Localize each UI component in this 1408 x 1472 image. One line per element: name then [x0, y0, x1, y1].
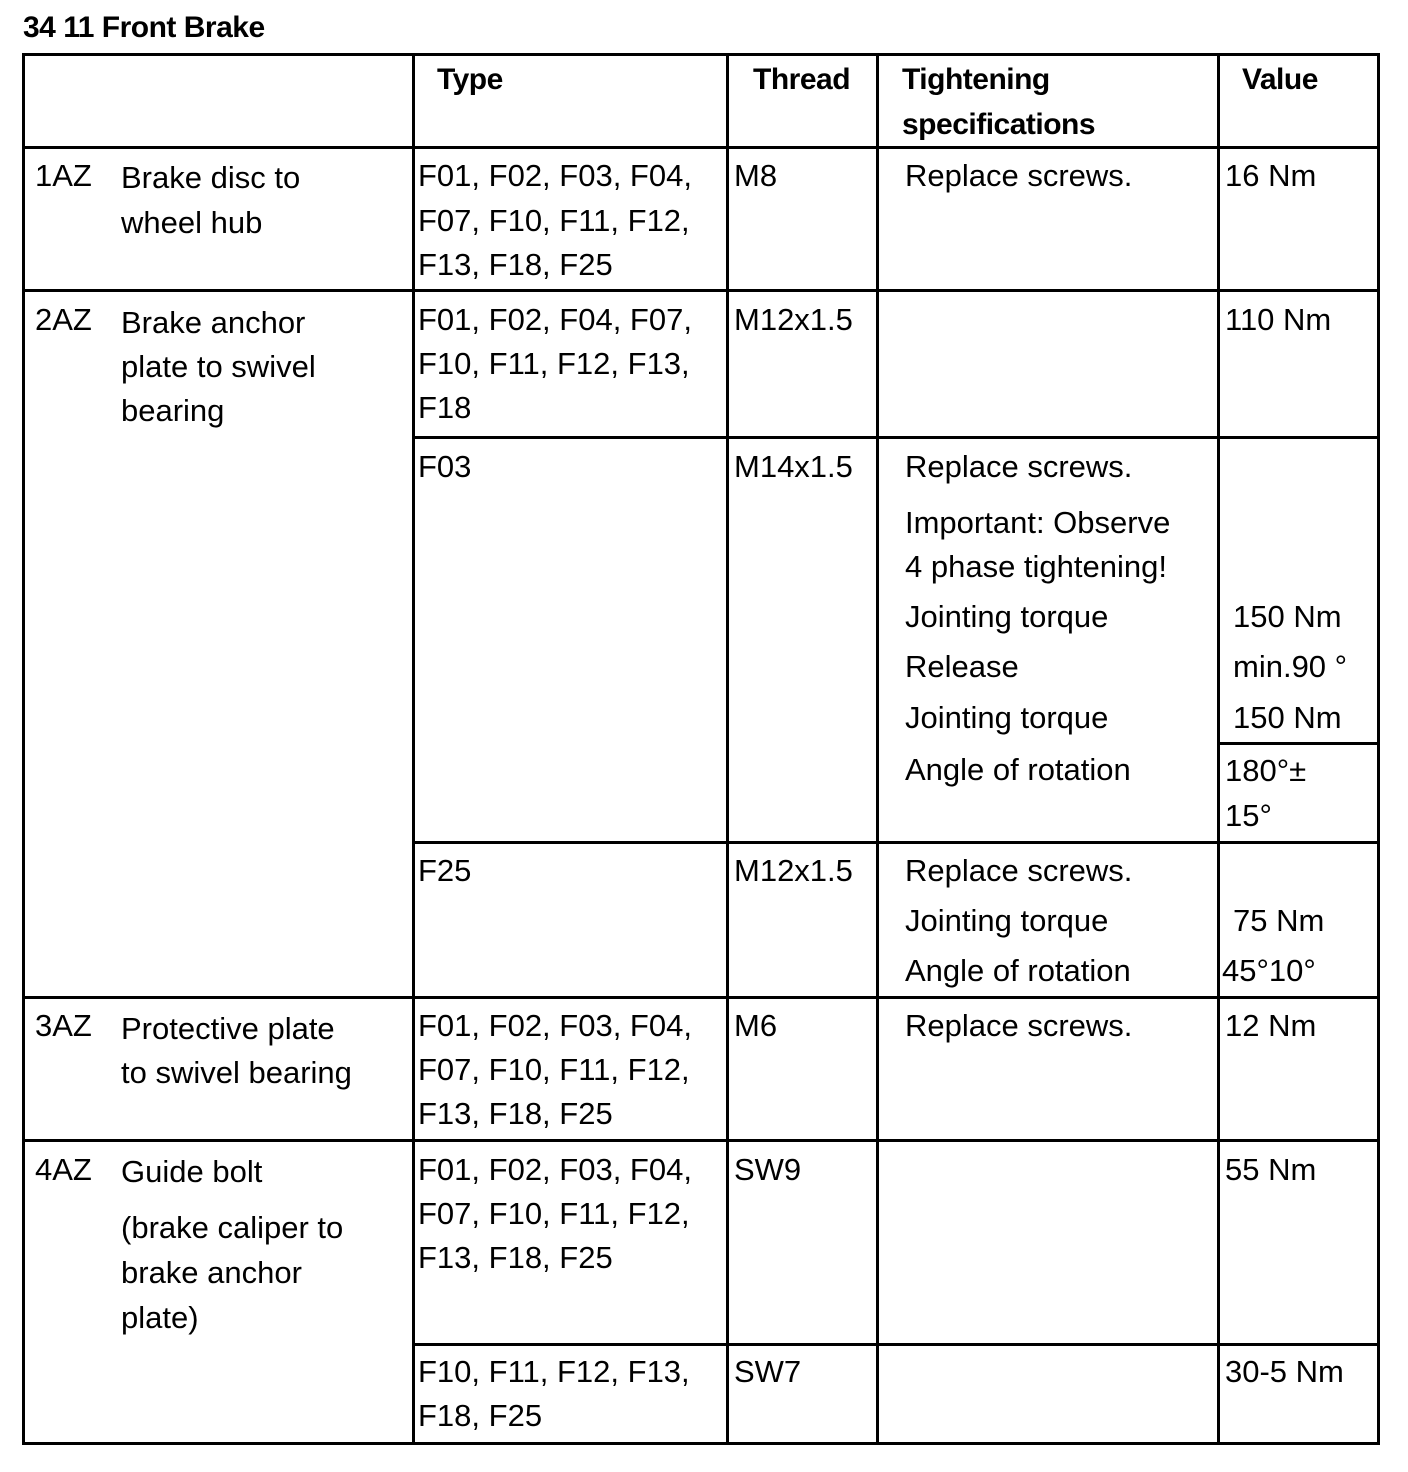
type-cell: F01, F02, F03, F04,	[418, 1008, 692, 1043]
table-border	[21, 995, 1380, 999]
table-border	[411, 52, 415, 1445]
row-description: to swivel bearing	[121, 1055, 352, 1090]
row-id: 4AZ	[35, 1152, 92, 1187]
value-cell: 30-5 Nm	[1225, 1354, 1344, 1389]
type-cell: F10, F11, F12, F13,	[418, 1354, 690, 1389]
row-description: brake anchor	[121, 1255, 302, 1290]
spec-cell: 4 phase tightening!	[905, 549, 1167, 584]
table-border	[21, 1138, 1380, 1142]
row-description: plate to swivel	[121, 349, 316, 384]
type-cell: F07, F10, F11, F12,	[418, 1052, 690, 1087]
table-border	[411, 840, 1380, 844]
value-cell: 12 Nm	[1225, 1008, 1317, 1043]
header-cell: Type	[437, 63, 503, 96]
table-border	[21, 52, 1380, 56]
row-id: 1AZ	[35, 158, 92, 193]
value-cell: 110 Nm	[1225, 302, 1332, 337]
table-border	[875, 52, 879, 1445]
row-description: Brake disc to	[121, 160, 301, 195]
spec-cell: Important: Observe	[905, 505, 1171, 540]
row-description: Guide bolt	[121, 1154, 263, 1189]
thread-cell: M12x1.5	[734, 302, 853, 337]
value-cell: 180°±	[1225, 753, 1307, 788]
type-cell: F01, F02, F04, F07,	[418, 302, 692, 337]
header-cell: specifications	[902, 108, 1096, 141]
spec-cell: Jointing torque	[905, 599, 1109, 634]
row-description: plate)	[121, 1300, 199, 1335]
type-cell: F01, F02, F03, F04,	[418, 1152, 692, 1187]
value-cell: 150 Nm	[1233, 700, 1342, 735]
table-border	[21, 288, 1380, 292]
spec-cell: Jointing torque	[905, 903, 1109, 938]
row-description: wheel hub	[121, 205, 263, 240]
type-cell: F03	[418, 449, 472, 484]
table-border	[1376, 52, 1380, 1445]
spec-cell: Jointing torque	[905, 700, 1109, 735]
value-cell: min.90 °	[1233, 649, 1348, 684]
value-cell: 15°	[1225, 798, 1272, 833]
spec-cell: Replace screws.	[905, 1008, 1133, 1043]
type-cell: F25	[418, 853, 472, 888]
row-description: bearing	[121, 393, 225, 428]
table-border	[411, 435, 1380, 439]
type-cell: F13, F18, F25	[418, 1096, 613, 1131]
table-border	[1216, 741, 1380, 745]
table-border	[725, 52, 729, 1445]
header-cell: Thread	[753, 63, 851, 96]
thread-cell: SW7	[734, 1354, 802, 1389]
row-id: 2AZ	[35, 302, 92, 337]
thread-cell: M12x1.5	[734, 853, 853, 888]
type-cell: F10, F11, F12, F13,	[418, 346, 690, 381]
table-border	[21, 145, 1380, 149]
row-description: Protective plate	[121, 1011, 335, 1046]
thread-cell: M8	[734, 158, 778, 193]
table-border	[21, 1441, 1380, 1445]
type-cell: F18, F25	[418, 1398, 543, 1433]
header-cell: Tightening	[902, 63, 1050, 96]
thread-cell: SW9	[734, 1152, 802, 1187]
value-cell: 150 Nm	[1233, 599, 1342, 634]
row-description: (brake caliper to	[121, 1210, 344, 1245]
table-border	[21, 52, 25, 1445]
thread-cell: M14x1.5	[734, 449, 853, 484]
table-border	[411, 1342, 1380, 1346]
row-description: Brake anchor	[121, 305, 306, 340]
spec-cell: Replace screws.	[905, 158, 1133, 193]
type-cell: F07, F10, F11, F12,	[418, 203, 690, 238]
spec-cell: Release	[905, 649, 1019, 684]
row-id: 3AZ	[35, 1008, 92, 1043]
value-cell: 75 Nm	[1233, 903, 1325, 938]
header-cell: Value	[1242, 63, 1318, 96]
value-cell: 55 Nm	[1225, 1152, 1317, 1187]
thread-cell: M6	[734, 1008, 778, 1043]
spec-cell: Angle of rotation	[905, 752, 1131, 787]
value-cell: 16 Nm	[1225, 158, 1317, 193]
type-cell: F18	[418, 390, 472, 425]
type-cell: F07, F10, F11, F12,	[418, 1196, 690, 1231]
spec-cell: Replace screws.	[905, 853, 1133, 888]
document-title: 34 11 Front Brake	[23, 11, 265, 44]
type-cell: F13, F18, F25	[418, 1240, 613, 1275]
type-cell: F13, F18, F25	[418, 247, 613, 282]
spec-cell: Angle of rotation	[905, 953, 1131, 988]
table-border	[1216, 52, 1220, 1445]
type-cell: F01, F02, F03, F04,	[418, 158, 692, 193]
value-cell: 45°10°	[1222, 953, 1316, 988]
spec-cell: Replace screws.	[905, 449, 1133, 484]
